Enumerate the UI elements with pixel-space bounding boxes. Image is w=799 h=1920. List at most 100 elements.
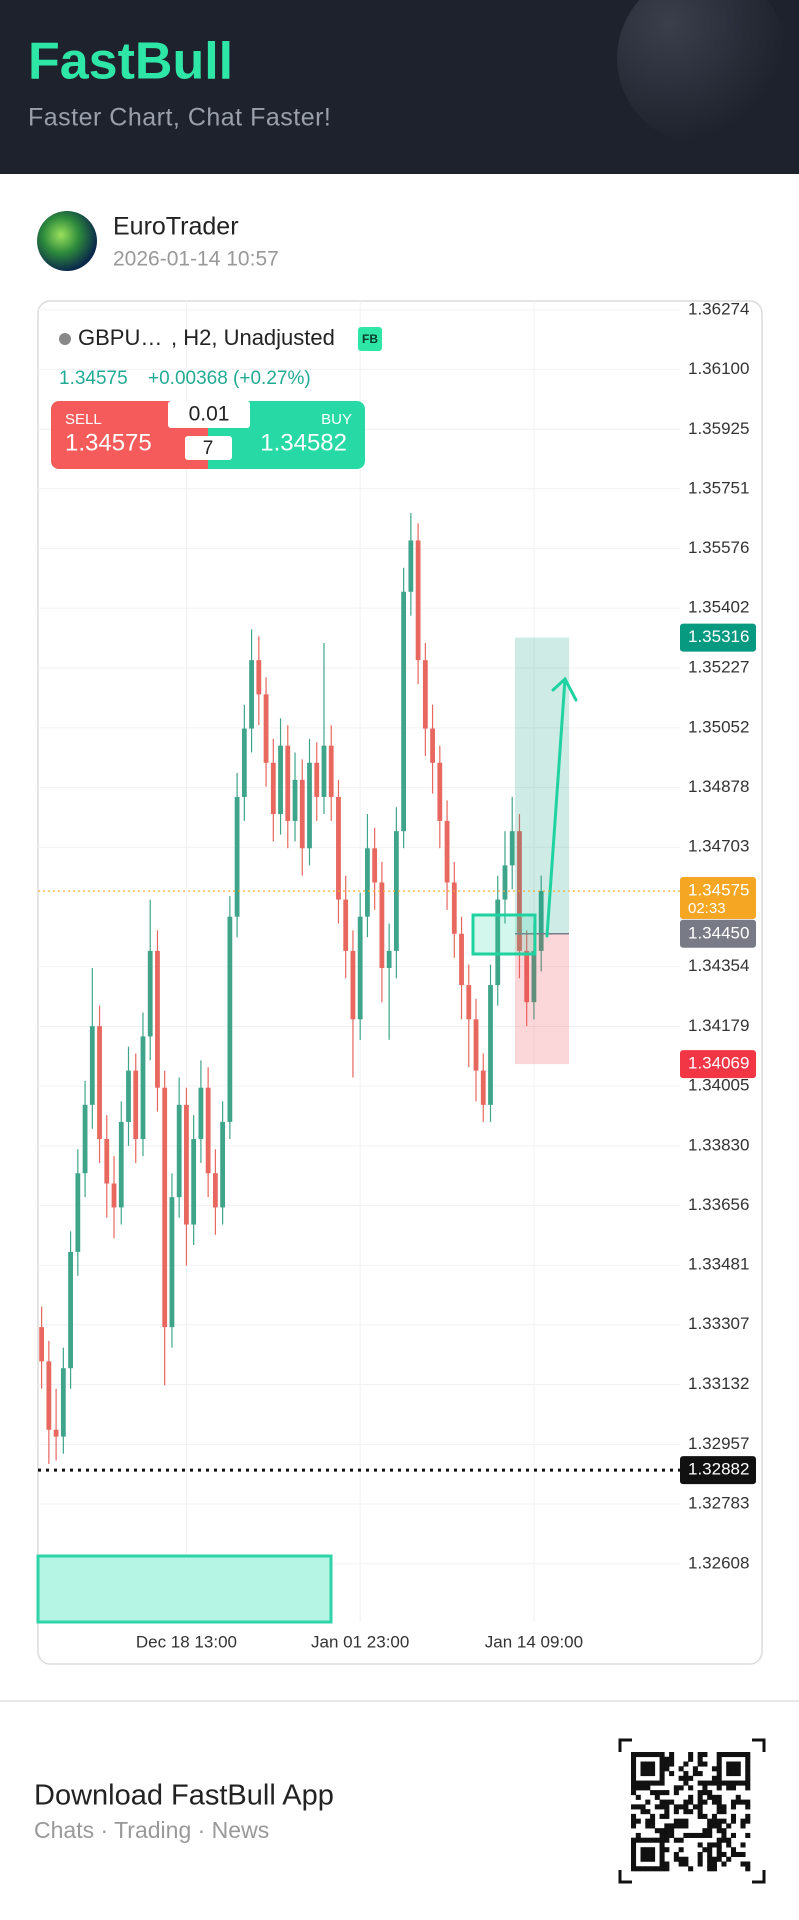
- lot-box[interactable]: [168, 401, 250, 428]
- qr-cell: [735, 1771, 741, 1777]
- qr-cell: [711, 1794, 717, 1800]
- qr-cell: [730, 1813, 737, 1819]
- sell-price: 1.34575: [65, 429, 152, 456]
- qr-cell: [678, 1861, 684, 1867]
- qr-cell: [640, 1766, 646, 1772]
- qr-cell: [650, 1866, 656, 1872]
- qr-cell: [678, 1856, 684, 1862]
- qr-cell: [683, 1861, 689, 1867]
- candle-body: [97, 1026, 102, 1140]
- qr-cell: [721, 1837, 727, 1843]
- qr-cell: [716, 1794, 722, 1800]
- qr-cell: [664, 1861, 670, 1867]
- qr-cell: [716, 1785, 722, 1791]
- badge-bg: [358, 327, 382, 351]
- qr-cell: [631, 1780, 637, 1786]
- qr-cell: [673, 1818, 679, 1824]
- candle-body: [343, 899, 349, 951]
- qr-cell: [740, 1799, 746, 1805]
- qr-cell: [730, 1785, 737, 1791]
- qr-cell: [735, 1799, 741, 1805]
- qr-cell: [716, 1752, 722, 1758]
- qr-cell: [654, 1790, 660, 1796]
- qr-cell: [664, 1790, 670, 1796]
- qr-cell: [678, 1785, 684, 1791]
- qr-cell: [640, 1785, 646, 1791]
- qr-cell: [697, 1771, 703, 1777]
- qr-cell: [721, 1780, 727, 1786]
- qr-cell: [673, 1823, 679, 1829]
- qr-cell: [640, 1771, 646, 1777]
- qr-cell: [707, 1847, 713, 1853]
- qr-cell: [721, 1851, 727, 1858]
- qr-cell: [711, 1775, 717, 1781]
- position-loss: [515, 933, 569, 1065]
- qr-cell: [745, 1818, 751, 1824]
- qr-cell: [631, 1823, 637, 1829]
- qr-cell: [740, 1780, 746, 1786]
- qr-cell: [659, 1766, 665, 1772]
- qr-cell: [654, 1804, 660, 1810]
- qr-cell: [688, 1775, 694, 1781]
- qr-cell: [745, 1861, 751, 1867]
- qr-cell: [650, 1837, 656, 1843]
- candle-body: [495, 899, 501, 986]
- qr-cell: [697, 1813, 703, 1819]
- qr-cell: [664, 1837, 670, 1843]
- qr-cell: [631, 1804, 637, 1810]
- candle-body: [365, 848, 370, 917]
- qr-cell: [697, 1756, 703, 1762]
- candle-body: [299, 779, 305, 849]
- qr-cell: [702, 1790, 708, 1796]
- qr-cell: [645, 1851, 651, 1858]
- qr-cell: [650, 1766, 656, 1772]
- qr-cell: [654, 1780, 660, 1786]
- candle-body: [307, 762, 312, 849]
- qr-cell: [711, 1861, 717, 1867]
- qr-cell: [697, 1752, 703, 1758]
- qr-cell: [702, 1761, 708, 1767]
- qr-cell: [673, 1785, 679, 1791]
- qr-cell: [631, 1752, 637, 1758]
- last-price: 1.34575: [59, 368, 128, 389]
- qr-cell: [659, 1837, 665, 1843]
- candle-body: [162, 1087, 168, 1328]
- qr-cell: [683, 1780, 689, 1786]
- qr-cell: [707, 1851, 713, 1858]
- qr-cell: [654, 1837, 660, 1843]
- y-tick-label: 1.32957: [688, 1434, 749, 1453]
- qr-cell: [659, 1842, 665, 1848]
- qr-cell: [702, 1813, 708, 1819]
- qr-cell: [745, 1785, 751, 1791]
- qr-cell: [730, 1752, 737, 1758]
- buy-price: 1.34582: [260, 429, 347, 456]
- candle-body: [75, 1173, 81, 1252]
- qr-cell: [640, 1847, 646, 1853]
- qr-cell: [664, 1823, 670, 1829]
- author: EuroTrader: [113, 213, 239, 241]
- candle-body: [270, 762, 276, 815]
- qr-cell: [716, 1828, 722, 1834]
- qr-cell: [645, 1799, 651, 1805]
- qr-cell: [669, 1756, 675, 1762]
- qr-cell: [645, 1761, 651, 1767]
- qr-cell: [726, 1766, 732, 1772]
- price-tag: [680, 1050, 756, 1079]
- qr-cell: [631, 1775, 637, 1781]
- candle-body: [466, 985, 472, 1020]
- candle-body: [372, 848, 378, 883]
- candle-body: [401, 591, 407, 832]
- y-tick-label: 1.32608: [688, 1553, 749, 1572]
- qr-cell: [669, 1832, 675, 1838]
- qr-cell: [735, 1851, 741, 1858]
- qr-cell: [745, 1832, 751, 1838]
- qr-cell: [631, 1771, 637, 1777]
- qr-cell: [726, 1823, 732, 1829]
- candle-body: [184, 1104, 189, 1225]
- qr-cell: [730, 1804, 737, 1810]
- qr-cell: [707, 1818, 713, 1824]
- y-tick-label: 1.33830: [688, 1135, 749, 1154]
- qr-cell: [640, 1804, 646, 1810]
